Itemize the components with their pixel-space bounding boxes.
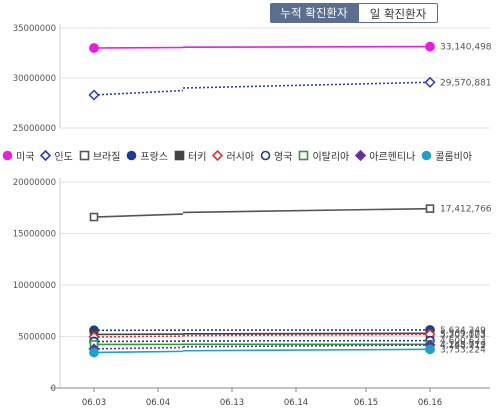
- legend-marker-6: [260, 150, 271, 161]
- legend-label-4: 터키: [188, 152, 207, 163]
- bottom-series-2-end-label: 5,309,873: [440, 329, 486, 339]
- tab-cumulative-cases[interactable]: 누적 확진환자: [270, 3, 358, 23]
- legend-marker-7: [299, 150, 309, 161]
- bottom-y-tick-label-1: 15000000: [13, 230, 56, 240]
- bottom-series-0-end-label: 17,412,766: [440, 205, 492, 215]
- bottom-series-0-point-end: [425, 204, 435, 213]
- legend-label-7: 이탈리아: [312, 152, 350, 163]
- bottom-y-tick-label-3: 5000000: [18, 333, 56, 343]
- top-y-tick-label-2: 25000000: [13, 124, 56, 134]
- chart-legend: 미국 인도 브라질 프랑스 터키 러시아 영국 이탈리아 아르헨티나 콜롬비아: [2, 148, 500, 163]
- top-series-0-end-label: 33,140,498: [440, 43, 492, 53]
- bottom-series-6-end-label: 4,168,912: [440, 341, 486, 351]
- legend-item-4[interactable]: 터키: [174, 148, 206, 163]
- legend-marker-4: [174, 150, 185, 161]
- legend-item-3[interactable]: 프랑스: [126, 148, 168, 163]
- x-tick-label-4: 06.15: [354, 398, 378, 408]
- top-y-tick-label-0: 35000000: [13, 24, 56, 34]
- bottom-series-1-end-label: 5,634,349: [440, 326, 486, 336]
- legend-label-3: 프랑스: [140, 152, 169, 163]
- tab-daily-cases[interactable]: 일 확진환자: [358, 3, 438, 23]
- bottom-series-5-end-label: 4,245,779: [440, 340, 486, 350]
- legend-label-8: 아르헨티나: [369, 152, 416, 163]
- legend-marker-2: [79, 150, 90, 161]
- bottom-y-tick-label-2: 10000000: [13, 281, 56, 291]
- bottom-series-3-end-label: 5,207,103: [440, 330, 486, 340]
- top-series-1-point-end: [424, 76, 436, 88]
- x-tick-label-1: 06.04: [146, 398, 170, 408]
- case-type-tabs: 누적 확진환자 일 확진환자: [270, 3, 438, 23]
- bottom-series-line-6a: [93, 346, 184, 350]
- top-series-0-point-start: [89, 43, 99, 53]
- x-tick-label-0: 06.03: [82, 398, 106, 408]
- bottom-series-line-0b: [182, 207, 431, 214]
- top-series-1-point-start: [88, 89, 100, 101]
- bottom-series-7-point-end: [425, 344, 435, 355]
- x-tick-label-5: 06.16: [418, 398, 442, 408]
- bottom-series-line-6b: [182, 344, 431, 348]
- legend-item-0[interactable]: 미국: [2, 148, 34, 163]
- bottom-series-line-3b: [182, 333, 431, 337]
- legend-item-9[interactable]: 콜롬비아: [421, 148, 472, 163]
- legend-marker-3: [127, 150, 137, 161]
- legend-item-6[interactable]: 영국: [260, 148, 292, 163]
- bottom-series-7-end-label: 3,753,224: [440, 345, 486, 355]
- legend-item-7[interactable]: 이탈리아: [298, 148, 349, 163]
- bottom-series-7-point-start: [89, 347, 99, 358]
- top-series-line-1a: [93, 89, 184, 96]
- legend-marker-5: [212, 150, 224, 161]
- legend-marker-1: [40, 150, 52, 161]
- legend-label-1: 인도: [54, 152, 73, 163]
- legend-item-2[interactable]: 브라질: [79, 148, 121, 163]
- legend-marker-0: [2, 150, 13, 161]
- top-series-0-point-end: [425, 41, 435, 52]
- legend-label-2: 브라질: [92, 152, 121, 163]
- bottom-y-tick-label-0: 20000000: [13, 178, 56, 188]
- x-tick-label-2: 06.13: [220, 398, 244, 408]
- legend-label-5: 러시아: [226, 152, 255, 163]
- top-y-tick-label-1: 30000000: [13, 74, 56, 84]
- x-tick-label-3: 06.14: [284, 398, 308, 408]
- legend-item-1[interactable]: 인도: [40, 148, 73, 163]
- bottom-series-line-7b: [182, 348, 431, 352]
- bottom-series-0-point-start: [89, 212, 99, 222]
- top-series-line-0b: [182, 45, 431, 49]
- top-series-line-1b: [182, 81, 431, 89]
- legend-label-9: 콜롬비아: [435, 152, 473, 163]
- bottom-series-line-0a: [93, 213, 184, 218]
- legend-label-0: 미국: [16, 152, 35, 163]
- legend-item-8[interactable]: 아르헨티나: [355, 148, 415, 163]
- top-series-1-end-label: 29,570,881: [440, 78, 492, 88]
- bottom-y-tick-label-4: 0: [51, 384, 56, 394]
- legend-marker-8: [355, 150, 367, 161]
- bottom-series-line-7a: [93, 350, 184, 354]
- legend-marker-9: [421, 150, 432, 161]
- bottom-series-line-3a: [93, 335, 184, 338]
- bottom-series-4-end-label: 4,600,623: [440, 337, 486, 347]
- legend-label-6: 영국: [274, 152, 293, 163]
- bottom-series-line-2b: [182, 332, 431, 335]
- legend-item-5[interactable]: 러시아: [212, 148, 254, 163]
